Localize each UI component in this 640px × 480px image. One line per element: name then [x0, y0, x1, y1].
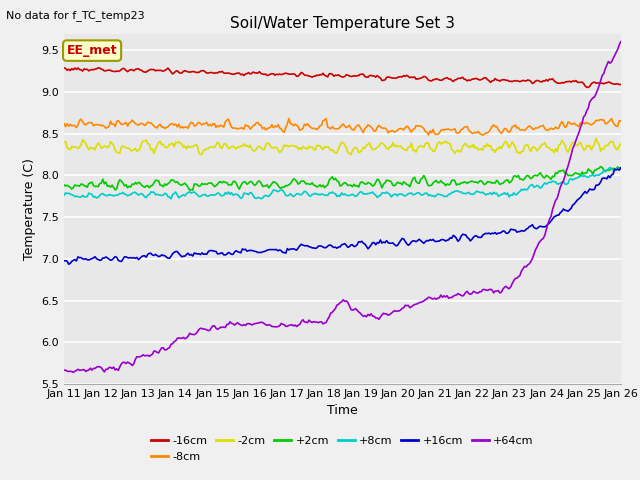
Text: No data for f_TC_temp23: No data for f_TC_temp23 [6, 10, 145, 21]
X-axis label: Time: Time [327, 405, 358, 418]
Y-axis label: Temperature (C): Temperature (C) [23, 158, 36, 260]
Title: Soil/Water Temperature Set 3: Soil/Water Temperature Set 3 [230, 16, 455, 31]
Legend: -16cm, -8cm, -2cm, +2cm, +8cm, +16cm, +64cm: -16cm, -8cm, -2cm, +2cm, +8cm, +16cm, +6… [147, 432, 538, 466]
Text: EE_met: EE_met [67, 44, 117, 57]
